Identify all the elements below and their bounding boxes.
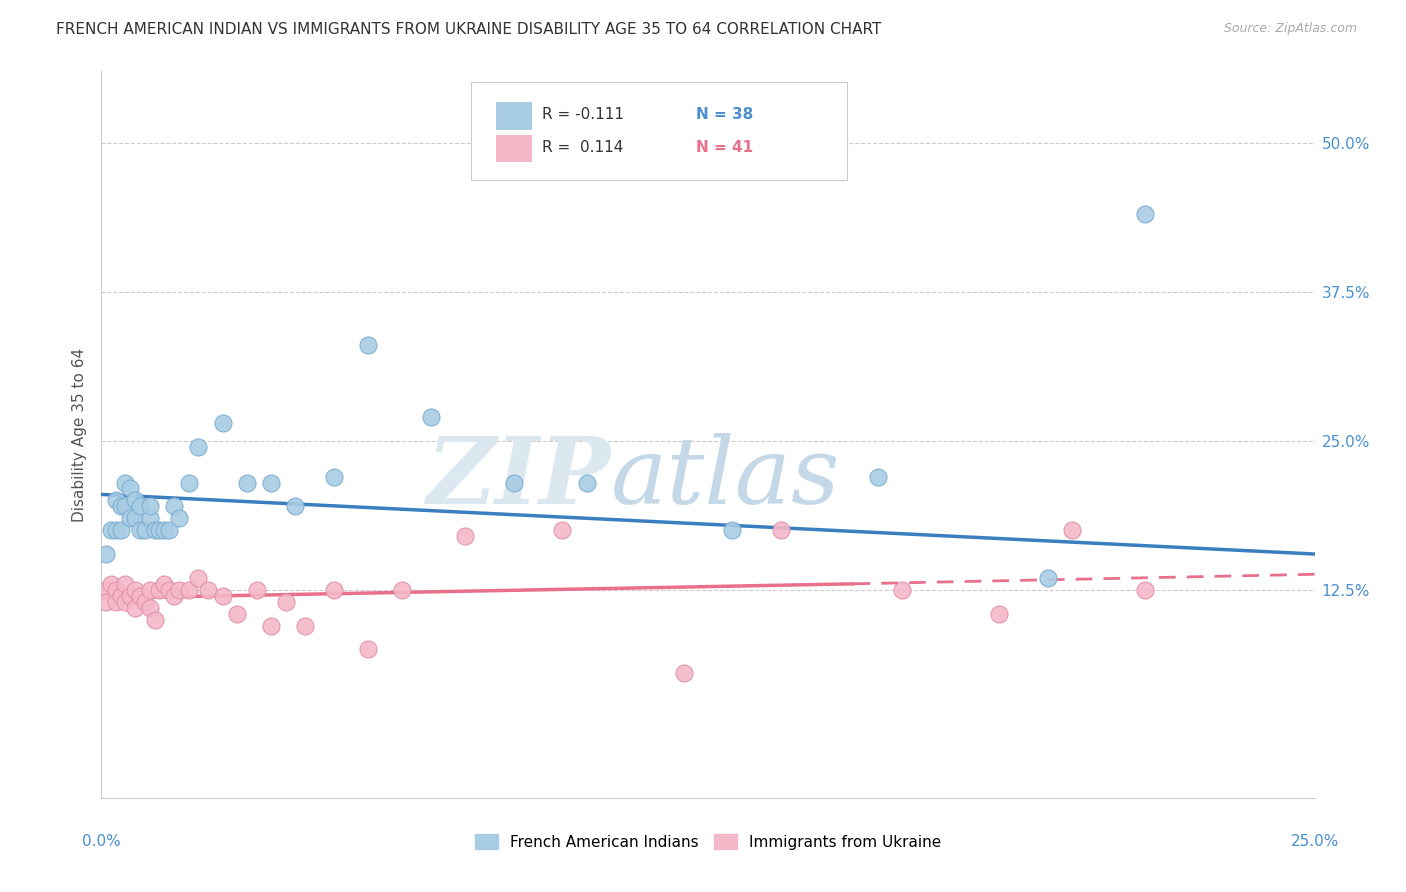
Point [104,582,127,597]
Text: Source: ZipAtlas.com: Source: ZipAtlas.com [1223,22,1357,36]
Point [236,475,259,490]
Point [104,595,127,609]
Text: R = -0.111: R = -0.111 [541,107,624,121]
Point [187,440,209,454]
Point [120,482,142,496]
Point [110,589,132,603]
Point [110,500,132,514]
Point [891,582,914,597]
Point [124,600,146,615]
Point [274,595,297,609]
Point [1036,571,1059,585]
Point [129,523,152,537]
Point [575,475,598,490]
Point [120,589,142,603]
Point [226,607,249,621]
Point [284,500,307,514]
Point [148,523,170,537]
Point [260,475,283,490]
Point [94,547,117,561]
Point [420,409,443,424]
Point [129,589,152,603]
Point [294,618,316,632]
Point [94,595,117,609]
Point [157,582,180,597]
Point [187,571,209,585]
Point [139,511,162,525]
Point [129,500,152,514]
Text: 25.0%: 25.0% [1291,834,1339,848]
Point [323,469,346,483]
Point [139,500,162,514]
Point [114,595,136,609]
Point [114,475,136,490]
Point [454,529,477,543]
Point [100,523,122,537]
Point [1133,582,1156,597]
Text: N = 41: N = 41 [696,140,752,155]
Point [988,607,1011,621]
Point [502,475,524,490]
Point [94,582,117,597]
Point [1133,207,1156,221]
Text: ZIP: ZIP [426,434,610,524]
Point [148,582,170,597]
Point [114,500,136,514]
Point [177,475,200,490]
Point [143,613,166,627]
Point [124,511,146,525]
Point [163,589,186,603]
Point [153,577,176,591]
Point [110,523,132,537]
Point [167,511,190,525]
FancyBboxPatch shape [471,82,848,180]
Point [260,618,283,632]
Y-axis label: Disability Age 35 to 64: Disability Age 35 to 64 [72,348,87,522]
Point [104,523,127,537]
FancyBboxPatch shape [495,135,531,162]
Point [1060,523,1083,537]
Point [323,582,346,597]
Point [163,500,186,514]
Point [167,582,190,597]
Text: N = 38: N = 38 [696,107,754,121]
Point [245,582,267,597]
Point [134,523,156,537]
Point [139,582,162,597]
Point [391,582,413,597]
Text: R =  0.114: R = 0.114 [541,140,623,155]
Point [124,582,146,597]
Point [721,523,744,537]
Point [157,523,180,537]
Point [134,595,156,609]
Point [177,582,200,597]
Point [153,523,176,537]
Point [139,600,162,615]
Legend: French American Indians, Immigrants from Ukraine: French American Indians, Immigrants from… [468,829,948,856]
Point [551,523,574,537]
Text: FRENCH AMERICAN INDIAN VS IMMIGRANTS FROM UKRAINE DISABILITY AGE 35 TO 64 CORREL: FRENCH AMERICAN INDIAN VS IMMIGRANTS FRO… [56,22,882,37]
Point [357,642,380,657]
Point [100,577,122,591]
Point [104,493,127,508]
Point [211,589,233,603]
Point [672,666,695,681]
FancyBboxPatch shape [495,102,531,129]
Point [120,511,142,525]
Point [211,416,233,430]
Point [114,577,136,591]
Text: 0.0%: 0.0% [82,834,121,848]
Point [197,582,219,597]
Point [357,338,380,352]
Text: atlas: atlas [610,434,841,524]
Point [124,493,146,508]
Point [143,523,166,537]
Point [866,469,889,483]
Point [769,523,792,537]
